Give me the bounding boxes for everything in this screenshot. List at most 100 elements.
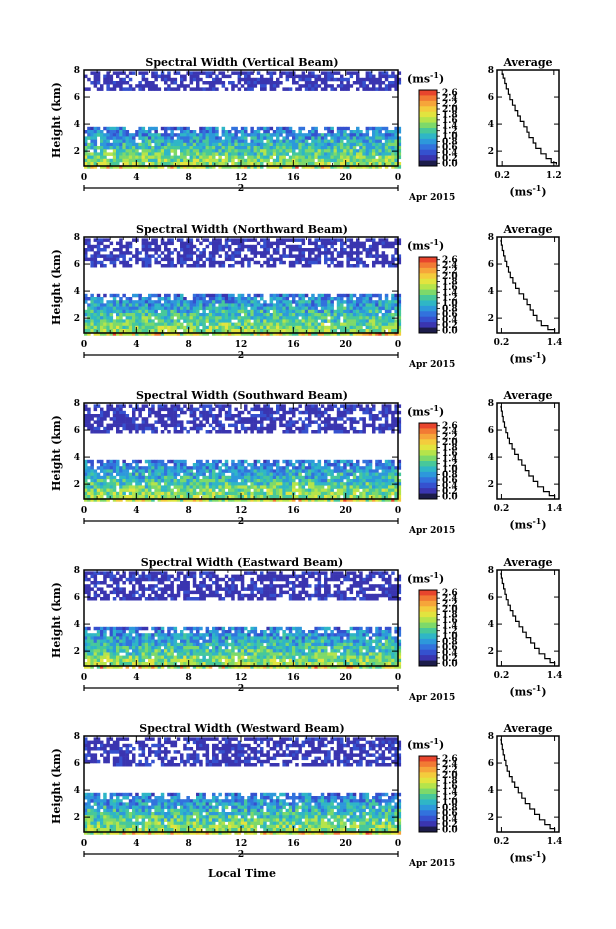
heatmap-cell [282, 430, 286, 434]
heatmap-cell [173, 404, 178, 408]
heatmap-cell [327, 423, 331, 428]
x-tick-label: 20 [339, 173, 352, 183]
heatmap-cell [384, 420, 389, 424]
heatmap-cell [234, 430, 238, 434]
heatmap-cell [368, 410, 373, 415]
heatmap-cell [324, 329, 328, 333]
heatmap-cell [180, 322, 184, 327]
heatmap-cell [365, 423, 370, 428]
colorbar-swatch [419, 327, 437, 334]
heatmap-cell [87, 426, 91, 431]
heatmap-cell [330, 71, 334, 75]
heatmap-cell [314, 297, 318, 301]
heatmap-cell [327, 71, 331, 75]
heatmap-cell [208, 136, 213, 140]
heatmap-cell [132, 466, 136, 470]
heatmap-cell [317, 254, 322, 258]
heatmap-cell [288, 165, 293, 169]
heatmap-cell [253, 254, 258, 258]
heatmap-cell [304, 316, 309, 320]
heatmap-cell [212, 491, 216, 496]
heatmap-cell [324, 244, 328, 249]
heatmap-cell [154, 241, 158, 246]
heatmap-cell [359, 297, 363, 301]
heatmap-cell [279, 498, 283, 502]
heatmap-cell [112, 133, 117, 137]
heatmap-cell [170, 133, 174, 137]
heatmap-cell [167, 491, 171, 496]
heatmap-cell [263, 84, 267, 88]
heatmap-cell [157, 463, 162, 467]
heatmap-cell [170, 495, 174, 499]
heatmap-cell [240, 297, 245, 301]
heatmap-cell [231, 165, 235, 169]
colorbar-swatch [419, 311, 437, 318]
heatmap-cell [106, 77, 110, 82]
heatmap-cell [93, 329, 98, 333]
heatmap-cell [391, 139, 395, 144]
heatmap-cell [340, 309, 344, 314]
heatmap-cell [308, 303, 312, 307]
heatmap-cell [282, 241, 286, 246]
colorbar: 2.6 2.4 2.2 2.0 1.8 1.6 1.4 1.2 1.0 0.8 0.6 0.4 0.2 0… [418, 256, 458, 337]
colorbar-tick-label: 2.0 [442, 105, 458, 115]
heatmap-cell [301, 251, 306, 255]
heatmap-cell [349, 423, 354, 428]
heatmap-cell [260, 410, 264, 415]
heatmap-cell [269, 77, 274, 82]
heatmap-cell [381, 407, 386, 412]
heatmap-cell [231, 152, 235, 156]
heatmap-cell [336, 133, 341, 137]
heatmap-cell [119, 130, 123, 134]
heatmap-cell [394, 293, 398, 298]
heatmap-cell [224, 479, 229, 483]
heatmap-cell [90, 426, 94, 431]
heatmap-cell [311, 130, 315, 134]
heatmap-cell [368, 423, 373, 428]
heatmap-cell [269, 407, 274, 412]
heatmap-cell [298, 306, 302, 311]
heatmap-cell [157, 149, 162, 153]
heatmap-cell [183, 136, 187, 140]
heatmap-cell [132, 485, 136, 489]
heatmap-cell [365, 139, 370, 144]
heatmap-cell [84, 322, 88, 327]
heatmap-cell [394, 297, 398, 301]
heatmap-cell [234, 241, 238, 246]
heatmap-cell [218, 319, 222, 323]
heatmap-cell [279, 165, 283, 169]
heatmap-cell [346, 264, 350, 268]
heatmap-cell [314, 410, 318, 415]
heatmap-cell [100, 463, 104, 467]
heatmap-cell [125, 303, 130, 307]
colorbar-swatch [419, 267, 437, 274]
heatmap-cell [372, 241, 376, 246]
heatmap-cell [144, 71, 149, 75]
heatmap-cell [218, 313, 222, 317]
heatmap-cell [148, 155, 152, 160]
heatmap-cell [263, 81, 267, 85]
heatmap-cell [276, 158, 280, 163]
heatmap-cell [397, 77, 402, 82]
heatmap-cell [362, 84, 366, 88]
heatmap-cell [160, 469, 165, 473]
heatmap-cell [234, 155, 238, 160]
heatmap-cell [100, 495, 104, 499]
heatmap-cell [170, 149, 174, 153]
heatmap-cell [388, 332, 392, 336]
heatmap-cell [266, 71, 270, 75]
heatmap-cell [269, 479, 274, 483]
heatmap-cell [272, 420, 277, 424]
heatmap-cell [317, 332, 322, 336]
heatmap-cell [103, 155, 107, 160]
heatmap-cell [272, 309, 277, 314]
heatmap-cell [167, 241, 171, 246]
heatmap-cell [324, 303, 328, 307]
heatmap-cell [247, 332, 251, 336]
heatmap-cell [397, 404, 402, 408]
heatmap-cell [362, 136, 366, 140]
heatmap-cell [266, 303, 270, 307]
heatmap-cell [116, 300, 120, 304]
heatmap-cell [93, 303, 98, 307]
heatmap-cell [196, 71, 200, 75]
